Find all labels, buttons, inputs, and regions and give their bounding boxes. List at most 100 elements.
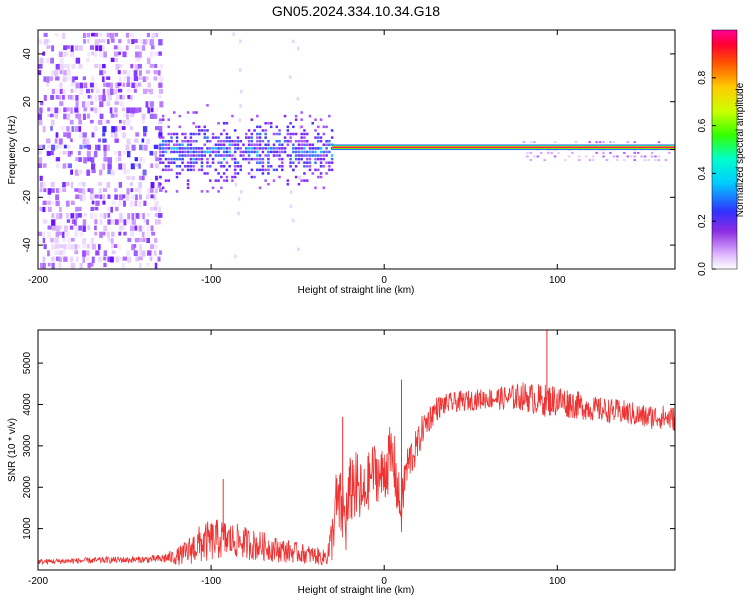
heatmap-cell [209, 165, 212, 168]
heatmap-cell [184, 154, 187, 157]
snr-frame [37, 329, 676, 571]
heatmap-cell [126, 250, 130, 256]
heatmap-cell [130, 63, 134, 69]
heatmap-cell [217, 190, 220, 193]
heatmap-cell [159, 150, 162, 154]
heatmap-cell [305, 161, 309, 164]
heatmap-cell [70, 95, 75, 101]
heatmap-cell [42, 51, 46, 56]
heatmap-cell [159, 132, 162, 136]
heatmap-cell [141, 250, 146, 257]
heatmap-cell [173, 157, 176, 161]
heatmap-cell [113, 126, 118, 132]
heatmap-cell [272, 143, 276, 147]
heatmap-cell [526, 155, 529, 158]
heatmap-cell [275, 139, 278, 143]
heatmap-cell [228, 139, 231, 143]
heatmap-cell [314, 136, 317, 139]
heatmap-cell [231, 114, 234, 118]
heatmap-cell [267, 122, 270, 125]
snr-y-label: SNR (10 * v/v) [7, 418, 18, 482]
heatmap-cell [319, 136, 323, 139]
heatmap-cell [236, 139, 240, 143]
heatmap-cell [78, 107, 81, 112]
heatmap-cell [328, 150, 331, 154]
heatmap-cell [149, 88, 153, 95]
heatmap-cell [55, 95, 59, 100]
heatmap-cell [330, 157, 334, 161]
heatmap-cell [135, 132, 140, 137]
heatmap-cell [118, 200, 122, 207]
heatmap-cell [602, 141, 605, 144]
heatmap-cell [278, 175, 281, 179]
heatmap-cell [149, 206, 154, 211]
heatmap-cell [278, 150, 281, 154]
heatmap-cell [158, 213, 163, 218]
heatmap-cell [322, 143, 326, 147]
heatmap-cell [159, 188, 163, 192]
heatmap-cell [130, 95, 133, 101]
heatmap-cell [126, 107, 131, 114]
heatmap-cell [38, 39, 43, 45]
heatmap-cell [633, 141, 636, 144]
heatmap-cell [195, 132, 198, 136]
heatmap-cell [99, 219, 103, 225]
heatmap-cell [233, 168, 237, 172]
heatmap-cell [59, 250, 63, 256]
heatmap-cell [126, 70, 131, 77]
heatmap-cell [623, 151, 626, 154]
heatmap-cell [78, 126, 82, 132]
heatmap-cell [55, 244, 59, 249]
heatmap-cell [200, 165, 204, 168]
heatmap-cell [153, 76, 158, 81]
heatmap-cell [164, 168, 168, 172]
heatmap-cell [126, 119, 131, 126]
heatmap-cell [73, 219, 77, 226]
heatmap-cell [533, 141, 536, 144]
heatmap-cell [94, 206, 99, 211]
heatmap-cell [55, 88, 59, 95]
heatmap-cell [258, 186, 262, 190]
heatmap-cell [200, 129, 204, 132]
heatmap-cell [186, 165, 190, 168]
heatmap-cell [267, 168, 270, 172]
heatmap-cell [131, 39, 135, 45]
heatmap-cell [42, 144, 46, 150]
heatmap-cell [145, 194, 150, 200]
heatmap-cell [298, 175, 301, 180]
heatmap-cell [217, 150, 220, 154]
heatmap-cell [300, 154, 303, 157]
heatmap-cell [82, 76, 86, 81]
heatmap-cell [70, 200, 75, 206]
heatmap-cell [167, 118, 170, 121]
heatmap-cell [122, 119, 126, 125]
heatmap-cell [117, 126, 122, 132]
heatmap-cell [222, 154, 226, 157]
heatmap-cell [38, 113, 42, 120]
heatmap-cell [122, 76, 128, 82]
heatmap-cell [78, 188, 83, 194]
heatmap-cell [133, 88, 137, 93]
heatmap-cell [264, 129, 267, 132]
heatmap-cell [86, 138, 90, 145]
heatmap-cell [109, 82, 113, 90]
heatmap-cell [93, 150, 98, 158]
heatmap-cell [143, 200, 147, 206]
heatmap-cell [141, 45, 146, 51]
heatmap-cell [267, 139, 270, 143]
heatmap-cell [217, 136, 220, 139]
heatmap-cell [61, 95, 65, 100]
heatmap-cell [58, 51, 63, 58]
heatmap-cell [70, 237, 75, 242]
heatmap-cell [63, 132, 67, 137]
heatmap-cell [206, 129, 209, 132]
heatmap-cell [77, 169, 83, 174]
heatmap-cell [222, 172, 226, 175]
heatmap-cell [47, 144, 51, 149]
heatmap-cell [146, 32, 151, 38]
heatmap-cell [264, 122, 267, 125]
heatmap-cell [42, 200, 47, 206]
heatmap-cell [42, 237, 46, 244]
heatmap-cell [275, 132, 278, 136]
heatmap-cell [173, 143, 176, 147]
